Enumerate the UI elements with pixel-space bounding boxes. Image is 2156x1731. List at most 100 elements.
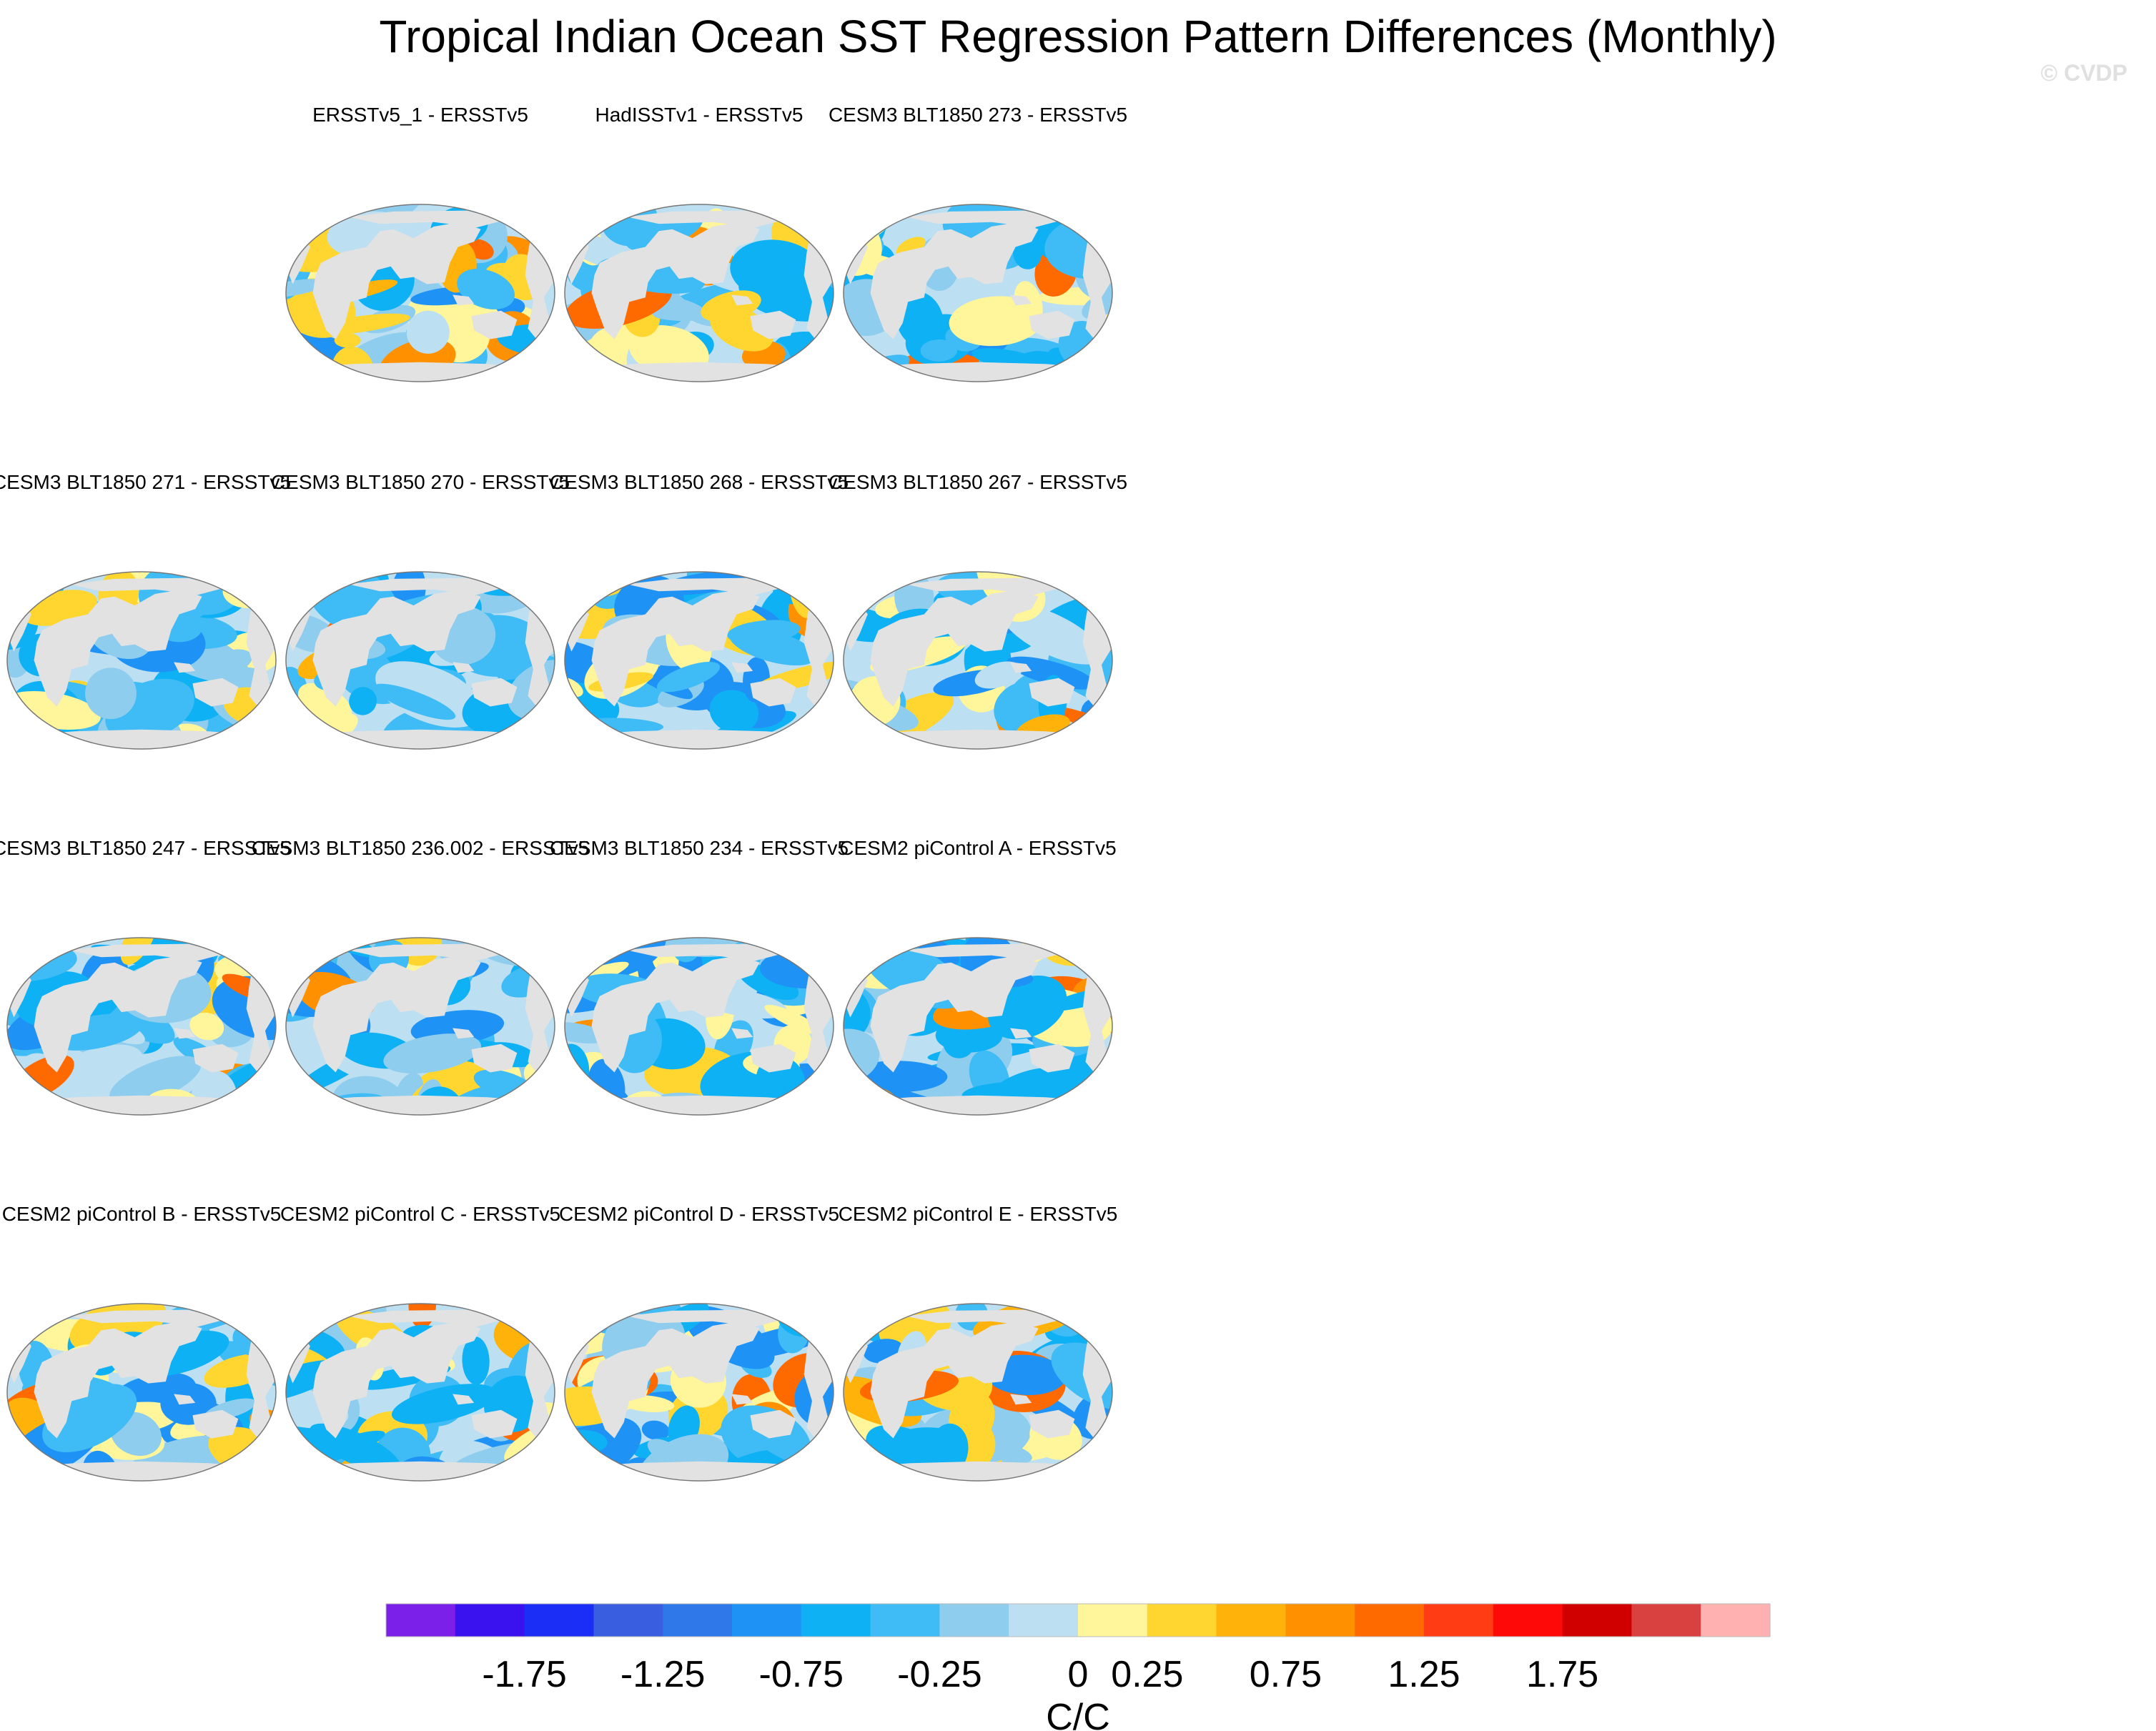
landmass (34, 956, 202, 1073)
colorbar-swatch (1285, 1604, 1355, 1637)
sst-anomaly-region (844, 354, 910, 382)
colorbar-swatch (870, 1604, 940, 1637)
colorbar-tick-label: -0.75 (759, 1654, 844, 1695)
colorbar-swatch (801, 1604, 871, 1637)
sst-anomaly-region (709, 690, 759, 733)
map-panel: CESM3 BLT1850 247 - ERSSTv5 (0, 837, 291, 1116)
sst-anomaly-region (976, 572, 1010, 605)
panel-title: CESM2 piControl C - ERSSTv5 (280, 1203, 560, 1225)
landmass (731, 294, 753, 305)
landmass (731, 1394, 753, 1404)
sst-anomaly-region (896, 291, 944, 349)
map-panel: CESM2 piControl C - ERSSTv5 (280, 1203, 560, 1482)
map-panel: CESM3 BLT1850 268 - ERSSTv5 (550, 471, 849, 750)
panel-title: ERSSTv5_1 - ERSSTv5 (312, 104, 528, 126)
sst-anomaly-region (974, 661, 1022, 689)
sst-anomaly-region (85, 668, 137, 720)
landmass (626, 1310, 782, 1327)
colorbar-swatch (593, 1604, 663, 1637)
map-panel: ERSSTv5_1 - ERSSTv5 (285, 104, 555, 382)
colorbar-tick-label: 1.25 (1388, 1654, 1460, 1695)
sst-anomaly-region (764, 1004, 821, 1035)
landmass (871, 956, 1039, 1073)
landmass (174, 1394, 195, 1404)
panel-title: CESM3 BLT1850 268 - ERSSTv5 (550, 471, 849, 493)
landmass (7, 730, 276, 749)
landmass (453, 1394, 474, 1404)
landmass (871, 590, 1039, 707)
landmass (192, 1044, 238, 1073)
panel-title: HadISSTv1 - ERSSTv5 (595, 104, 803, 126)
colorbar-tick-label: 1.75 (1526, 1654, 1598, 1695)
map-outline (843, 571, 1113, 750)
landmass (844, 1462, 1112, 1481)
landmass (471, 1044, 517, 1073)
landmass (69, 944, 224, 961)
landmass (565, 730, 834, 749)
colorbar-swatch (524, 1604, 594, 1637)
landmass (471, 678, 517, 707)
sst-anomaly-region (727, 620, 801, 644)
sst-anomaly-region (929, 1423, 969, 1475)
panel-title: CESM2 piControl E - ERSSTv5 (839, 1203, 1118, 1225)
sst-anomaly-region (334, 332, 361, 348)
landmass (453, 662, 474, 673)
landmass (844, 730, 1112, 749)
landmass (1029, 1410, 1074, 1439)
sst-anomaly-region (656, 661, 721, 693)
colorbar-tick-label: 0.25 (1111, 1654, 1183, 1695)
colorbar-swatch (663, 1604, 733, 1637)
map-outline (6, 937, 277, 1116)
landmass (750, 678, 796, 707)
landmass (347, 1310, 503, 1327)
landmass (750, 1044, 796, 1073)
landmass (1010, 1394, 1032, 1404)
colorbar-swatch (1216, 1604, 1286, 1637)
map-outline (285, 937, 555, 1116)
map-outline (564, 204, 834, 382)
map-panel: CESM2 piControl B - ERSSTv5 (2, 1203, 281, 1482)
landmass (192, 1410, 238, 1439)
sst-anomaly-region (565, 938, 583, 968)
map-outline (6, 1303, 277, 1482)
landmass (626, 944, 782, 961)
colorbar-tick-label: -1.25 (620, 1654, 706, 1695)
landmass (174, 662, 195, 673)
landmass (69, 578, 224, 595)
landmass (174, 1028, 195, 1038)
map-panel: CESM3 BLT1850 267 - ERSSTv5 (829, 471, 1127, 750)
map-outline (843, 937, 1113, 1116)
colorbar-swatch (1424, 1604, 1494, 1637)
panel-title: CESM3 BLT1850 270 - ERSSTv5 (271, 471, 570, 493)
map-outline (285, 571, 555, 750)
landmass (626, 578, 782, 595)
landmass (471, 311, 517, 339)
sst-anomaly-region (808, 1304, 834, 1336)
landmass (34, 590, 202, 707)
map-panel: HadISSTv1 - ERSSTv5 (564, 104, 834, 382)
sst-anomaly-region (920, 339, 957, 362)
sst-anomaly-region (373, 683, 456, 720)
landmass (626, 211, 782, 228)
map-panel: CESM3 BLT1850 236.002 - ERSSTv5 (252, 837, 589, 1116)
map-panel: CESM3 BLT1850 270 - ERSSTv5 (271, 471, 570, 750)
colorbar-swatch (1009, 1604, 1079, 1637)
sst-anomaly-region (7, 572, 84, 584)
colorbar-swatch (1355, 1604, 1425, 1637)
colorbar-frame (385, 1603, 1771, 1637)
colorbar-tick-label: -0.25 (897, 1654, 982, 1695)
landmass (565, 1096, 834, 1115)
landmass (905, 578, 1061, 595)
panel-title: CESM3 BLT1850 247 - ERSSTv5 (0, 837, 291, 859)
map-panel: CESM3 BLT1850 271 - ERSSTv5 (0, 471, 291, 750)
sst-anomaly-region (949, 296, 1043, 347)
landmass (7, 1462, 276, 1481)
landmass (592, 222, 760, 339)
sst-anomaly-region (462, 1336, 490, 1385)
sst-anomaly-region (641, 1420, 670, 1441)
landmass (871, 222, 1039, 339)
landmass (347, 211, 503, 228)
sst-anomaly-region (349, 687, 377, 715)
sst-anomaly-region (457, 269, 515, 309)
colorbar-tick-label: 0.75 (1250, 1654, 1322, 1695)
